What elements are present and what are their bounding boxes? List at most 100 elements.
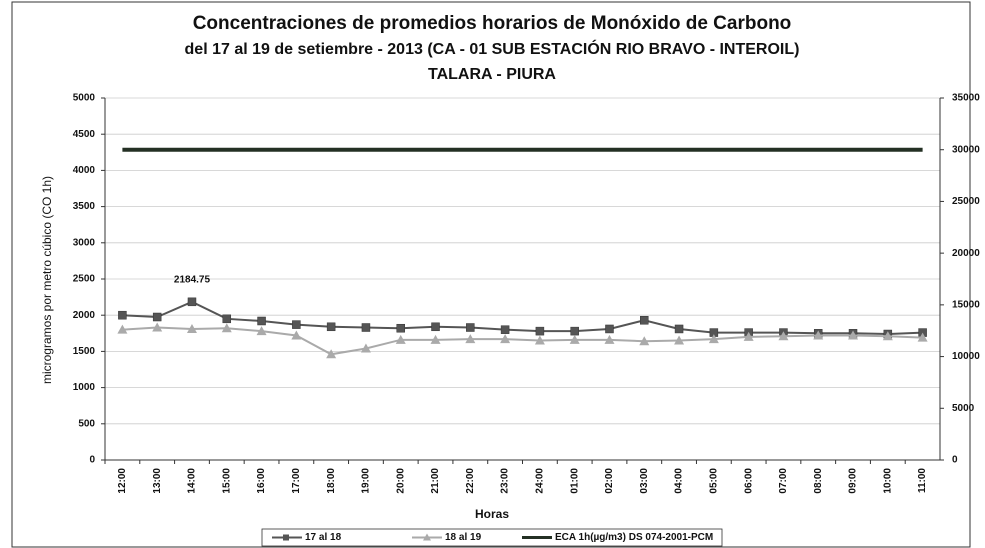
y-tick-label: 3000 [73, 237, 96, 248]
point [186, 323, 197, 333]
point [605, 324, 614, 334]
legend-label: 18 al 19 [445, 532, 482, 543]
point [534, 335, 545, 345]
x-tick-label: 17:00 [291, 468, 302, 494]
point [221, 323, 232, 333]
x-tick-label: 06:00 [743, 468, 754, 494]
y2-tick-label: 30000 [952, 144, 980, 155]
y2-tick-label: 35000 [952, 93, 980, 104]
point [743, 331, 754, 341]
point [292, 320, 301, 329]
x-tick-label: 19:00 [361, 468, 372, 494]
x-tick-label: 08:00 [813, 468, 824, 494]
chart-title: Concentraciones de promedios horarios de… [193, 13, 792, 34]
x-tick-label: 12:00 [117, 468, 128, 494]
point [674, 335, 685, 345]
point [326, 349, 337, 359]
x-tick-label: 09:00 [848, 468, 859, 494]
x-tick-label: 13:00 [152, 468, 163, 494]
x-tick-label: 03:00 [639, 468, 650, 494]
point [813, 330, 824, 340]
series-line [122, 326, 923, 356]
y-tick-label: 5000 [73, 93, 96, 104]
point [257, 316, 266, 326]
point [465, 334, 476, 344]
y-tick-label: 4500 [73, 129, 96, 140]
x-tick-label: 10:00 [882, 468, 893, 494]
point [396, 323, 405, 333]
y2-tick-label: 20000 [952, 248, 980, 259]
x-tick-label: 02:00 [604, 468, 615, 494]
x-tick-label: 05:00 [708, 468, 719, 494]
y-tick-label: 4000 [73, 165, 96, 176]
y-axis-label: microgramos por metro cúbico (CO 1h) [40, 176, 54, 384]
point [222, 314, 232, 324]
series-line [122, 300, 923, 336]
point [360, 343, 371, 353]
chart-subtitle: del 17 al 19 de setiembre - 2013 (CA - 0… [185, 39, 800, 58]
point [430, 334, 441, 344]
legend-box [261, 528, 723, 547]
x-tick-label: 22:00 [465, 468, 476, 494]
point [569, 334, 580, 344]
point [500, 325, 510, 334]
point [570, 326, 579, 336]
x-tick-label: 04:00 [674, 468, 685, 494]
x-tick-label: 20:00 [395, 468, 406, 494]
chart-subtitle: TALARA - PIURA [428, 66, 556, 83]
point [395, 334, 406, 344]
data-label: 2184.75 [174, 274, 211, 285]
point [256, 326, 267, 336]
x-tick-label: 11:00 [917, 468, 928, 493]
x-tick-label: 21:00 [430, 468, 441, 494]
point [640, 316, 649, 325]
point [152, 312, 162, 322]
x-tick-label: 16:00 [256, 468, 267, 494]
y-tick-label: 3500 [73, 201, 96, 212]
y2-tick-label: 25000 [952, 196, 980, 207]
y-tick-label: 0 [89, 455, 95, 466]
point [708, 334, 719, 344]
y2-tick-label: 5000 [952, 403, 975, 414]
point [674, 324, 684, 334]
point [118, 310, 127, 320]
point [152, 322, 163, 332]
y-tick-label: 500 [78, 418, 95, 429]
point [604, 334, 615, 344]
x-tick-label: 14:00 [187, 468, 198, 494]
point [535, 326, 545, 336]
x-tick-label: 23:00 [500, 468, 511, 494]
x-tick-label: 07:00 [778, 468, 789, 494]
point [500, 334, 511, 344]
y-tick-label: 2500 [73, 274, 96, 285]
point [431, 322, 440, 332]
x-axis-label: Horas [475, 507, 509, 521]
y2-tick-label: 0 [952, 455, 958, 466]
x-tick-label: 24:00 [535, 468, 546, 494]
point [466, 323, 475, 332]
y-tick-label: 1500 [73, 346, 96, 357]
legend-label: 17 al 18 [305, 532, 342, 543]
y-tick-label: 2000 [73, 310, 96, 321]
y2-tick-label: 10000 [952, 351, 980, 362]
point [291, 330, 302, 340]
point [117, 324, 128, 334]
point [848, 330, 859, 340]
x-tick-label: 18:00 [326, 468, 337, 494]
point [882, 331, 893, 341]
point [778, 331, 789, 341]
x-tick-label: 15:00 [221, 468, 232, 494]
point [326, 322, 336, 332]
legend-marker [423, 533, 431, 541]
legend-label: ECA 1h(µg/m3) DS 074-2001-PCM [555, 532, 713, 543]
y-tick-label: 1000 [73, 382, 96, 393]
y2-tick-label: 15000 [952, 299, 980, 310]
point [639, 336, 650, 346]
point [361, 323, 371, 332]
point [187, 297, 197, 307]
chart-border [11, 1, 971, 548]
legend-marker [283, 534, 289, 541]
x-tick-label: 01:00 [569, 468, 580, 494]
point [917, 332, 928, 342]
